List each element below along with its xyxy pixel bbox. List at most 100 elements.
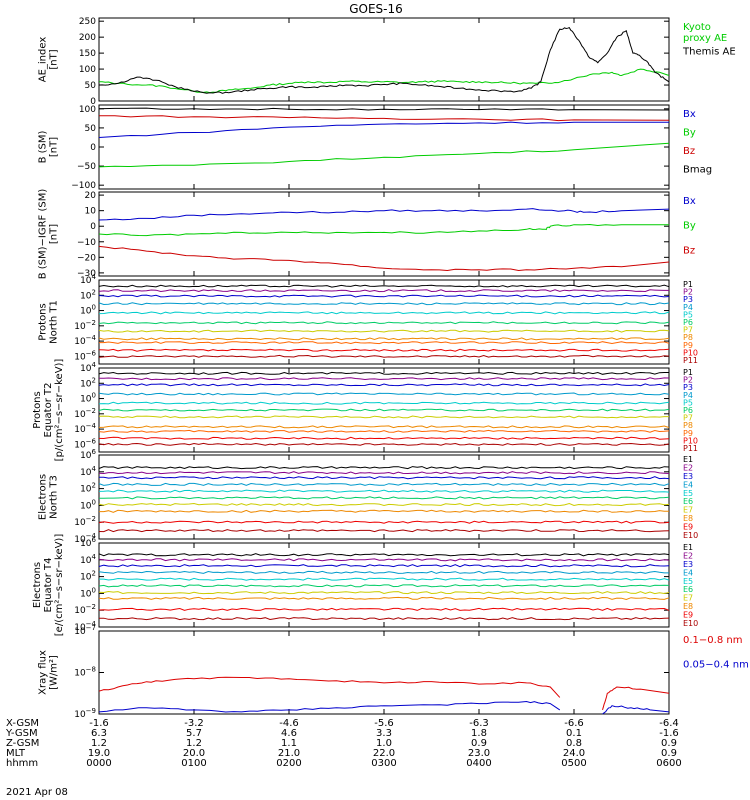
series-line-p4 xyxy=(98,302,670,306)
y-tick-label: 100 xyxy=(79,65,96,75)
series-line-e5 xyxy=(98,489,670,493)
y-axis-label-line: North T3 xyxy=(49,475,60,519)
y-tick-label: 0 xyxy=(90,222,96,232)
series-line-e6 xyxy=(98,496,670,500)
legend-entry: P8 xyxy=(683,421,693,430)
legend-entry: E4 xyxy=(683,480,693,489)
series-line-e10 xyxy=(98,529,670,533)
legend-entry: P2 xyxy=(683,376,693,385)
y-axis-label-line: B (SM) xyxy=(38,130,49,163)
y-axis-label-line: Protons xyxy=(38,303,49,340)
legend-entry: proxy AE xyxy=(683,33,727,44)
y-tick-label: 150 xyxy=(79,49,96,59)
y-tick-label: 104 xyxy=(80,553,96,566)
series-line-e3 xyxy=(99,476,670,480)
series-line-bmag xyxy=(98,107,670,111)
y-tick-label: −30 xyxy=(77,269,96,279)
axis-row-label: MLT xyxy=(6,748,26,759)
series-line-e5 xyxy=(99,577,670,581)
y-tick-label: 102 xyxy=(80,288,96,301)
series-line-p8 xyxy=(98,425,670,429)
legend-entry: P8 xyxy=(683,333,693,342)
y-axis-label: B (SM)−IGRF (SM) [nT] xyxy=(38,189,60,280)
legend-entry: P6 xyxy=(683,318,693,327)
y-axis-label: B (SM) [nT] xyxy=(38,130,60,163)
series-line-p6 xyxy=(98,408,670,412)
y-tick-label: 10 xyxy=(85,207,97,217)
legend-entry: E10 xyxy=(683,531,698,540)
y-tick-label: −10 xyxy=(77,238,96,248)
y-axis-label-line: [W/m²] xyxy=(49,655,60,690)
axis-cell: 5.7 xyxy=(186,728,202,739)
y-axis-label-line: Xray flux xyxy=(38,650,49,695)
y-tick-label: 10−4 xyxy=(74,422,96,435)
axis-cell: 21.0 xyxy=(278,748,300,759)
series-line-e8 xyxy=(98,596,670,601)
series-line-e1 xyxy=(98,553,670,557)
axis-cell: 0.8 xyxy=(566,738,582,749)
series-line-p7 xyxy=(98,415,669,419)
legend-entry: P3 xyxy=(683,383,693,392)
axis-cell: 19.0 xyxy=(88,748,110,759)
legend-entry: Bmag xyxy=(683,165,712,176)
series-line-p10 xyxy=(98,348,670,352)
axis-cell: -3.2 xyxy=(184,718,204,729)
y-tick-label: 102 xyxy=(80,376,96,389)
axis-cell: 1.2 xyxy=(186,738,202,749)
legend-entry: P7 xyxy=(683,414,693,423)
y-tick-label: 104 xyxy=(80,465,96,478)
legend-entry: P9 xyxy=(683,429,693,438)
y-axis-label-line: [nT] xyxy=(49,49,60,69)
legend-entry: Bx xyxy=(683,196,696,207)
legend-entry: E6 xyxy=(683,585,693,594)
series-line-e3 xyxy=(98,564,670,568)
y-tick-label: 100 xyxy=(80,498,96,511)
y-tick-label: 10−2 xyxy=(74,515,96,528)
legend-entry: E7 xyxy=(683,594,693,603)
y-axis-label: Protons North T1 xyxy=(38,300,60,344)
legend-entry: E6 xyxy=(683,497,693,506)
y-tick-label: 104 xyxy=(80,361,96,374)
legend-entry: P10 xyxy=(683,436,698,445)
y-tick-label: 10−2 xyxy=(74,319,96,332)
legend-entry: E9 xyxy=(683,611,693,620)
y-tick-label: 10−2 xyxy=(74,407,96,420)
axis-cell: 1.1 xyxy=(281,738,297,749)
series-line-p11 xyxy=(98,442,670,446)
axis-cell: -6.4 xyxy=(659,718,679,729)
y-axis-label-line: [p/(cm²−s−sr−keV)] xyxy=(54,359,65,462)
axis-cell: 3.3 xyxy=(376,728,392,739)
y-tick-label: 20 xyxy=(85,191,97,201)
axis-cell: 1.2 xyxy=(91,738,107,749)
y-tick-label: 10−8 xyxy=(74,666,96,679)
legend-entry: E1 xyxy=(683,543,693,552)
series-line-p3 xyxy=(98,294,670,298)
axis-cell: 4.6 xyxy=(281,728,297,739)
y-tick-label: 100 xyxy=(79,105,96,115)
axis-cell: 0.9 xyxy=(661,748,677,759)
axis-cell: 0300 xyxy=(371,758,396,769)
legend-entry: P10 xyxy=(683,348,698,357)
y-axis-label-line: [nT] xyxy=(49,224,60,244)
series-line-e9 xyxy=(98,520,670,524)
legend-entry: By xyxy=(683,221,696,232)
series-line-e6 xyxy=(98,584,670,588)
axis-cell: 0.1 xyxy=(566,728,582,739)
legend-entry: P11 xyxy=(683,444,698,453)
y-tick-label: 250 xyxy=(79,17,96,27)
legend-entry: P5 xyxy=(683,310,693,319)
axis-row-label: Z-GSM xyxy=(6,738,39,749)
axis-cell: 0600 xyxy=(656,758,681,769)
legend-entry: E8 xyxy=(683,602,693,611)
axis-cell: -5.6 xyxy=(374,718,394,729)
legend-entry: P4 xyxy=(683,391,693,400)
legend-entry: P11 xyxy=(683,356,698,365)
axis-cell: 20.0 xyxy=(183,748,205,759)
y-axis-label-line: North T1 xyxy=(49,300,60,344)
